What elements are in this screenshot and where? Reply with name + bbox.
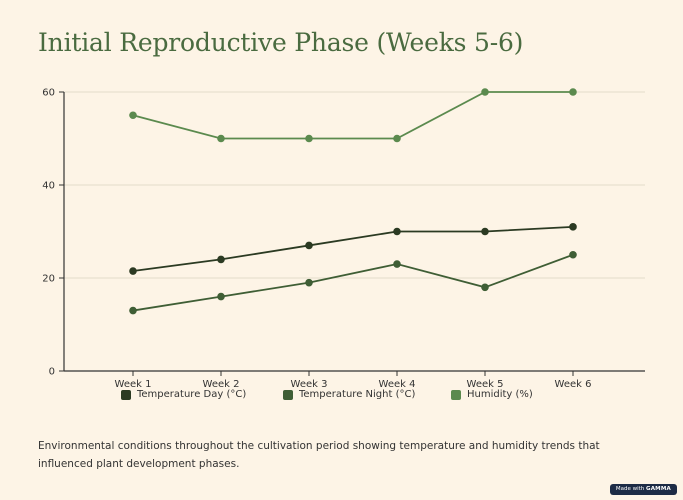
series-line-3 [132,91,573,140]
chart-legend: Temperature Day (°C) Temperature Night (°… [0,389,683,405]
data-point [129,306,137,315]
legend-label: Temperature Day (°C) [137,389,247,400]
y-tick-label: 40 [42,181,55,192]
legend-item: Temperature Night (°C) [283,389,415,400]
x-tick-label: Week 5 [467,379,504,390]
data-point [217,292,225,301]
data-point [481,88,489,96]
x-tick-label: Week 3 [291,379,328,390]
legend-item: Temperature Day (°C) [121,389,246,400]
x-tick-label: Week 1 [115,379,152,390]
series-line-1 [132,225,574,272]
legend-item: Humidity (%) [451,389,533,400]
chart-caption: Environmental conditions throughout the … [38,440,600,470]
chart-title: Initial Reproductive Phase (Weeks 5-6) [38,28,524,57]
data-point [129,111,137,120]
x-tick-label: Week 2 [203,379,240,390]
y-tick-label: 0 [49,367,55,378]
series-group [129,88,577,315]
x-tick-label: Week 4 [379,379,416,390]
made-with-badge[interactable]: Made with GAMMA [609,484,677,495]
axes [63,92,645,372]
data-point [217,255,225,264]
y-tick-label: 20 [42,274,55,285]
data-point [393,134,401,143]
data-point [481,283,489,292]
x-tick-label: Week 6 [555,379,592,390]
data-point [569,223,577,231]
data-point [393,227,401,236]
data-point [569,250,577,259]
data-point [129,267,137,275]
data-point [305,241,313,250]
legend-swatch [451,389,461,400]
badge-prefix: Made with [615,486,645,492]
badge-brand: GAMMA [646,486,671,492]
data-point [305,134,313,143]
data-point [217,134,225,143]
y-axis-ticks: 0 20 40 60 [42,88,64,378]
data-point [393,260,401,268]
legend-swatch [121,389,131,400]
series-line-2 [132,253,574,312]
y-tick-label: 60 [42,88,55,99]
x-axis-ticks: Week 1 Week 2 Week 3 Week 4 Week 5 Week 6 [115,371,592,390]
legend-label: Temperature Night (°C) [299,389,416,400]
legend-swatch [283,389,293,400]
data-point [481,227,489,236]
data-point [569,88,577,96]
data-point [305,278,313,287]
legend-label: Humidity (%) [467,389,533,400]
